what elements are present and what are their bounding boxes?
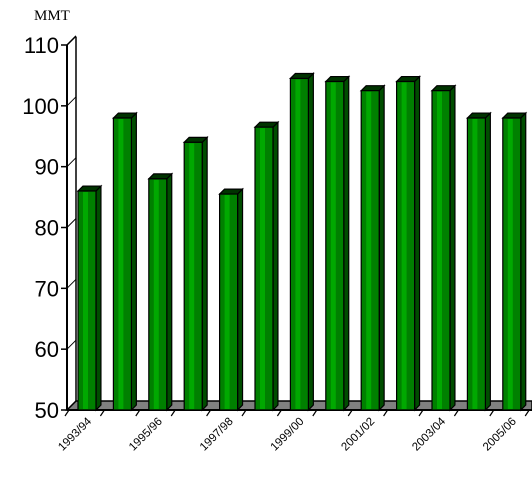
y-tick-label: 60 xyxy=(35,337,59,362)
y-tick-depth xyxy=(66,218,77,228)
bar-2001-02 xyxy=(359,84,386,412)
x-tick-mark xyxy=(206,409,212,417)
x-tick-mark xyxy=(489,409,495,417)
y-tick-depth xyxy=(66,157,77,168)
bar-2002-03 xyxy=(395,75,421,412)
y-tick-depth xyxy=(66,96,77,107)
y-tick-depth xyxy=(66,278,77,289)
y-tick-label: 50 xyxy=(35,398,59,423)
bar-2005-06 xyxy=(501,111,528,412)
y-axis-label: MMT xyxy=(34,8,70,24)
x-tick-mark xyxy=(524,409,530,417)
y-tick-label: 90 xyxy=(35,155,59,180)
y-tick-labels: 50 60 70 80 90 100 110 xyxy=(22,33,77,423)
x-tick-label: 1997/98 xyxy=(198,416,236,454)
x-tick-mark xyxy=(170,409,176,417)
y-tick-label: 100 xyxy=(22,94,59,119)
bar-1995-96 xyxy=(147,172,174,412)
bar-2000-01 xyxy=(324,75,351,412)
bar-1997-98 xyxy=(218,187,244,412)
x-tick-label: 2005/06 xyxy=(481,416,519,454)
bar-1999-00 xyxy=(288,72,315,412)
bar-1994-95 xyxy=(111,111,138,412)
x-tick-label: 2001/02 xyxy=(339,416,377,454)
x-tick-mark xyxy=(347,409,353,417)
x-tick-mark xyxy=(99,409,105,417)
x-tick-label: 1999/00 xyxy=(269,416,307,454)
y-tick-label: 70 xyxy=(35,276,59,301)
x-tick-mark xyxy=(276,409,282,417)
y-tick-label: 110 xyxy=(24,33,59,58)
x-tick-mark xyxy=(312,409,318,417)
x-tick-label: 1995/96 xyxy=(127,416,165,454)
y-tick-depth xyxy=(66,339,77,350)
x-tick-label: 2003/04 xyxy=(410,415,448,453)
bar-1998-99 xyxy=(253,120,280,412)
y-tick-depth xyxy=(66,35,77,46)
x-tick-mark xyxy=(135,409,141,417)
bars xyxy=(76,72,528,412)
x-tick-mark xyxy=(64,409,70,417)
x-tick-labels: 1993/94 1995/96 1997/98 1999/00 2001/02 2003/… xyxy=(56,409,530,454)
x-tick-mark xyxy=(418,409,424,417)
y-tick-depth xyxy=(66,400,77,411)
x-tick-mark xyxy=(241,409,247,417)
y-tick-label: 80 xyxy=(35,216,59,241)
bar-1993-94 xyxy=(76,184,103,412)
x-tick-label: 1993/94 xyxy=(56,415,94,453)
bar-1996-97 xyxy=(182,135,209,412)
bar-2004-05 xyxy=(465,111,492,412)
x-tick-mark xyxy=(383,409,389,417)
bar-2003-04 xyxy=(430,84,457,412)
x-tick-mark xyxy=(453,409,459,417)
